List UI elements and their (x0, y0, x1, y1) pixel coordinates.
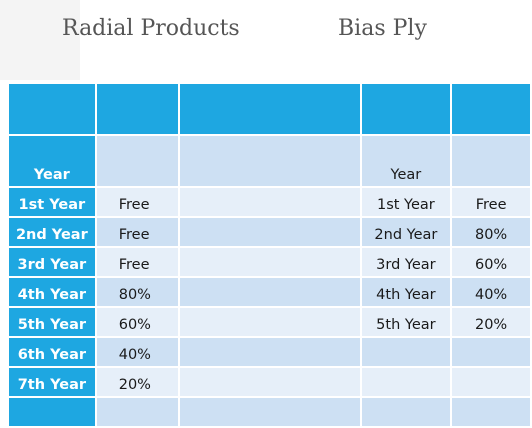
bias-year-cell (359, 396, 453, 428)
table-row: 1st Year Free 1st Year Free (7, 186, 532, 218)
empty-cell (177, 336, 362, 368)
radial-value-cell: Free (94, 246, 180, 278)
header-cell (7, 82, 97, 136)
radial-year-cell: 1st Year (7, 186, 97, 218)
empty-cell (177, 134, 362, 188)
header-background (0, 0, 80, 80)
radial-year-cell: 6th Year (7, 336, 97, 368)
table-header-row (7, 82, 532, 136)
radial-value-cell: 60% (94, 306, 180, 338)
table-row: 4th Year 80% 4th Year 40% (7, 276, 532, 308)
bias-year-cell: 2nd Year (359, 216, 453, 248)
radial-value-cell: 20% (94, 366, 180, 398)
empty-cell (177, 186, 362, 218)
radial-year-header: Year (7, 134, 97, 188)
bias-year-cell: 1st Year (359, 186, 453, 218)
empty-cell (177, 216, 362, 248)
table-row: 7th Year 20% (7, 366, 532, 398)
empty-cell (94, 134, 180, 188)
bias-year-cell: 5th Year (359, 306, 453, 338)
bias-value-cell (450, 396, 532, 428)
table-row: 6th Year 40% (7, 336, 532, 368)
table-row: 5th Year 60% 5th Year 20% (7, 306, 532, 338)
header-cell (94, 82, 180, 136)
radial-value-cell: 80% (94, 276, 180, 308)
radial-year-cell: 2nd Year (7, 216, 97, 248)
table-row: 2nd Year Free 2nd Year 80% (7, 216, 532, 248)
warranty-table: Year Year 1st Year Free 1st Year Free 2nd Ye… (7, 82, 532, 428)
empty-cell (177, 366, 362, 398)
header-cell (177, 82, 362, 136)
radial-value-cell (94, 396, 180, 428)
bias-year-cell (359, 336, 453, 368)
table-row (7, 396, 532, 428)
bias-value-cell: 40% (450, 276, 532, 308)
radial-year-cell: 3rd Year (7, 246, 97, 278)
radial-year-cell: 4th Year (7, 276, 97, 308)
bias-year-cell: 4th Year (359, 276, 453, 308)
bias-value-cell: Free (450, 186, 532, 218)
header-cell (450, 82, 532, 136)
empty-cell (177, 306, 362, 338)
bias-ply-heading: Bias Ply (338, 16, 427, 41)
bias-value-cell (450, 366, 532, 398)
radial-products-heading: Radial Products (62, 16, 240, 41)
radial-year-cell: 7th Year (7, 366, 97, 398)
radial-year-cell: 5th Year (7, 306, 97, 338)
header-cell (359, 82, 453, 136)
bias-value-cell: 20% (450, 306, 532, 338)
bias-value-cell (450, 336, 532, 368)
bias-year-cell (359, 366, 453, 398)
bias-year-cell: 3rd Year (359, 246, 453, 278)
empty-cell (177, 246, 362, 278)
empty-cell (177, 396, 362, 428)
empty-cell (450, 134, 532, 188)
empty-cell (177, 276, 362, 308)
bias-value-cell: 80% (450, 216, 532, 248)
radial-value-cell: Free (94, 186, 180, 218)
bias-year-header: Year (359, 134, 453, 188)
year-header-row: Year Year (7, 134, 532, 188)
table-row: 3rd Year Free 3rd Year 60% (7, 246, 532, 278)
bias-value-cell: 60% (450, 246, 532, 278)
radial-value-cell: 40% (94, 336, 180, 368)
radial-year-cell (7, 396, 97, 428)
radial-value-cell: Free (94, 216, 180, 248)
